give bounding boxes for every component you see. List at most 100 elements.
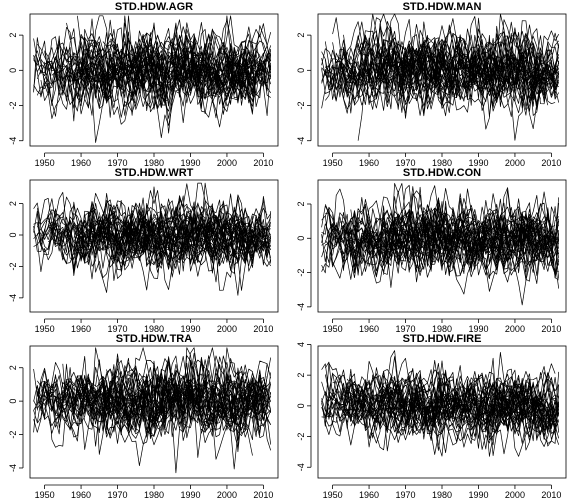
plot-frame [317, 345, 567, 479]
series-line [324, 375, 560, 457]
y-tick-label: -2 [296, 269, 306, 277]
series-group [321, 183, 560, 306]
series-line [343, 371, 560, 441]
panel-title: STD.HDW.FIRE [403, 333, 482, 345]
series-line [332, 193, 549, 276]
y-tick-label: -4 [8, 137, 18, 145]
series-line [51, 15, 268, 119]
y-tick-label: 2 [296, 201, 306, 206]
x-tick-label: 1980 [144, 490, 164, 500]
series-group [321, 13, 560, 141]
x-tick-label: 1950 [323, 324, 343, 334]
series-line [321, 197, 556, 272]
plot-frame [317, 179, 567, 313]
series-line [343, 34, 541, 111]
series-line [40, 37, 271, 115]
series-line [321, 357, 560, 433]
y-tick-label: 2 [296, 33, 306, 38]
x-tick-label: 1980 [432, 324, 452, 334]
y-tick-label: -2 [8, 262, 18, 270]
x-tick-label: 2010 [253, 158, 273, 168]
y-tick-label: 0 [8, 399, 18, 404]
y-tick-label: -4 [296, 463, 306, 471]
y-tick-label: 2 [296, 373, 306, 378]
series-line [84, 358, 264, 414]
series-line [383, 357, 556, 444]
x-tick-label: 1960 [71, 324, 91, 334]
series-line [102, 355, 253, 432]
plot-frame [317, 13, 567, 147]
series-line [77, 378, 272, 450]
x-tick-label: 1960 [71, 490, 91, 500]
series-line [44, 364, 261, 436]
panel-std-hdw-tra: STD.HDW.TRA 1950 1960 1970 1980 1990 2000 2010 -… [8, 333, 279, 500]
series-line [332, 205, 556, 281]
series-group [321, 350, 560, 457]
x-tick-label: 1970 [108, 490, 128, 500]
panel-std-hdw-man: STD.HDW.MAN 1950 1960 1970 1980 1990 2000 2010 -… [296, 1, 567, 168]
y-tick-label: -2 [296, 433, 306, 441]
x-tick-label: 1990 [180, 324, 200, 334]
x-tick-label: 2000 [217, 490, 237, 500]
x-tick-label: 1960 [359, 324, 379, 334]
panel-std-hdw-fire: STD.HDW.FIRE 1950 1960 1970 1980 1990 2000 2010… [296, 333, 567, 500]
x-tick-label: 1990 [468, 324, 488, 334]
x-tick-label: 1970 [108, 324, 128, 334]
series-line [33, 34, 271, 122]
series-line [376, 372, 560, 444]
x-tick-label: 1980 [432, 158, 452, 168]
x-tick-label: 1970 [396, 324, 416, 334]
series-line [36, 197, 271, 275]
series-line [332, 39, 556, 114]
series-line [84, 347, 264, 444]
series-line [37, 372, 271, 446]
panel-title: STD.HDW.MAN [403, 1, 482, 13]
series-line [324, 202, 560, 279]
series-line [343, 35, 560, 112]
x-tick-label: 1980 [144, 324, 164, 334]
series-group [33, 347, 272, 474]
series-line [324, 13, 549, 110]
x-tick-label: 1950 [35, 158, 55, 168]
x-tick-label: 1970 [396, 490, 416, 500]
series-line [321, 34, 560, 107]
panel-std-hdw-agr: STD.HDW.AGR 1950 1960 1970 1980 1990 2000 2010 -… [8, 1, 279, 168]
series-line [354, 369, 560, 439]
series-line [33, 43, 268, 112]
x-tick-label: 1970 [108, 158, 128, 168]
series-line [51, 25, 272, 104]
plot-frame [29, 13, 279, 147]
series-group [33, 15, 272, 143]
x-tick-label: 1950 [323, 490, 343, 500]
y-tick-label: 0 [296, 68, 306, 73]
y-tick-label: 0 [296, 403, 306, 408]
y-tick-label: -2 [8, 431, 18, 439]
panel-std-hdw-wrt: STD.HDW.WRT 1950 1960 1970 1980 1990 2000 2010 -… [8, 167, 279, 334]
series-line [321, 188, 560, 278]
x-tick-label: 1990 [468, 490, 488, 500]
x-tick-label: 2000 [217, 158, 237, 168]
panel-title: STD.HDW.AGR [115, 1, 193, 13]
series-line [36, 368, 272, 448]
series-line [386, 377, 556, 441]
series-line [73, 202, 271, 274]
x-tick-label: 2000 [505, 324, 525, 334]
series-line [383, 25, 559, 107]
panel-std-hdw-con: STD.HDW.CON 1950 1960 1970 1980 1990 2000 2010 -… [296, 167, 567, 334]
y-tick-label: -4 [296, 303, 306, 311]
panel-title: STD.HDW.TRA [116, 333, 192, 345]
x-tick-label: 1960 [359, 158, 379, 168]
x-tick-label: 1970 [396, 158, 416, 168]
series-line [73, 200, 272, 280]
series-line [33, 28, 272, 109]
y-tick-label: 2 [8, 33, 18, 38]
x-tick-label: 1950 [35, 324, 55, 334]
panel-title: STD.HDW.WRT [115, 167, 194, 179]
series-line [321, 203, 549, 274]
x-tick-label: 2010 [541, 158, 561, 168]
series-line [335, 370, 560, 456]
y-tick-label: 2 [8, 201, 18, 206]
series-line [324, 369, 552, 433]
series-line [397, 32, 560, 90]
